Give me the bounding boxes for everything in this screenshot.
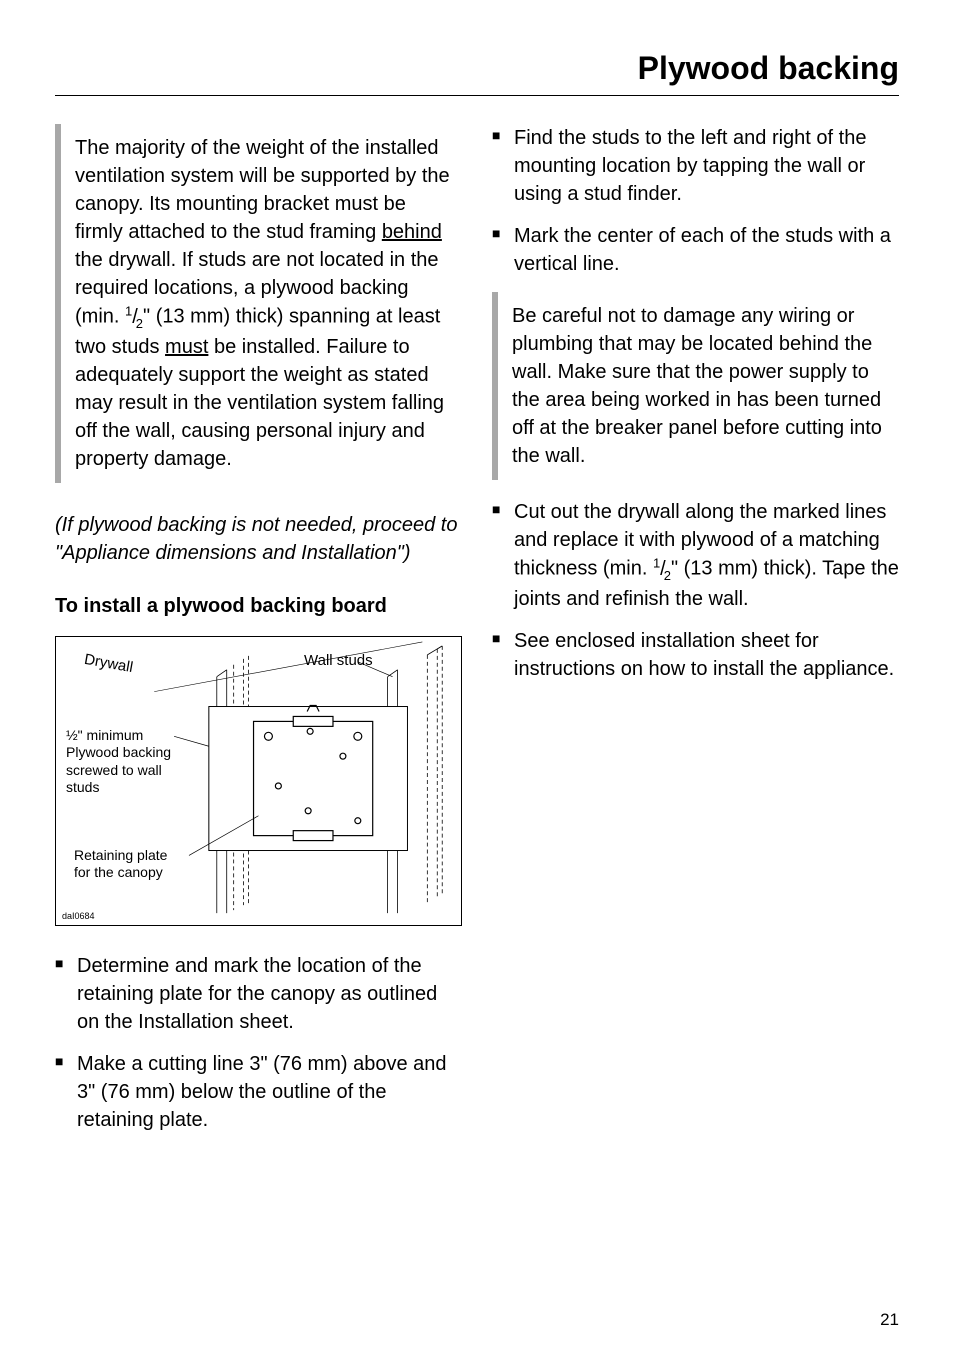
right-bullet-list-2: Cut out the drywall along the marked lin… [492,498,899,683]
warning-box: The majority of the weight of the instal… [55,124,462,483]
diagram-label-studs: Wall studs [304,652,373,669]
install-heading: To install a plywood backing board [55,595,462,618]
right-bullet-list-1: Find the studs to the left and right of … [492,124,899,278]
left-column: The majority of the weight of the instal… [55,124,462,1148]
left-bullet-list: Determine and mark the location of the r… [55,952,462,1134]
list-item: See enclosed installation sheet for inst… [492,627,899,683]
content-columns: The majority of the weight of the instal… [55,124,899,1148]
diagram-label-plywood-l4: studs [66,779,99,795]
skip-note: (If plywood backing is not needed, proce… [55,511,462,567]
installation-diagram: Drywall Wall studs ½" minimum Plywood ba… [55,636,462,926]
caution-box: Be careful not to damage any wiring or p… [492,292,899,480]
list-item: Find the studs to the left and right of … [492,124,899,208]
diagram-label-plate-l2: for the canopy [74,864,163,880]
diagram-label-plywood: ½" minimum Plywood backing screwed to wa… [66,727,171,797]
diagram-label-plywood-l3: screwed to wall [66,762,162,778]
list-item: Mark the center of each of the studs wit… [492,222,899,278]
diagram-label-plywood-l2: Plywood backing [66,744,171,760]
diagram-label-plate-l1: Retaining plate [74,847,167,863]
diagram-label-plate: Retaining plate for the canopy [74,847,167,882]
diagram-id: daI0684 [62,911,95,921]
page-title: Plywood backing [55,50,899,96]
list-item: Determine and mark the location of the r… [55,952,462,1036]
diagram-label-plywood-l1: ½" minimum [66,727,143,743]
right-column: Find the studs to the left and right of … [492,124,899,1148]
page-number: 21 [880,1310,899,1330]
list-item: Cut out the drywall along the marked lin… [492,498,899,613]
list-item: Make a cutting line 3" (76 mm) above and… [55,1050,462,1134]
